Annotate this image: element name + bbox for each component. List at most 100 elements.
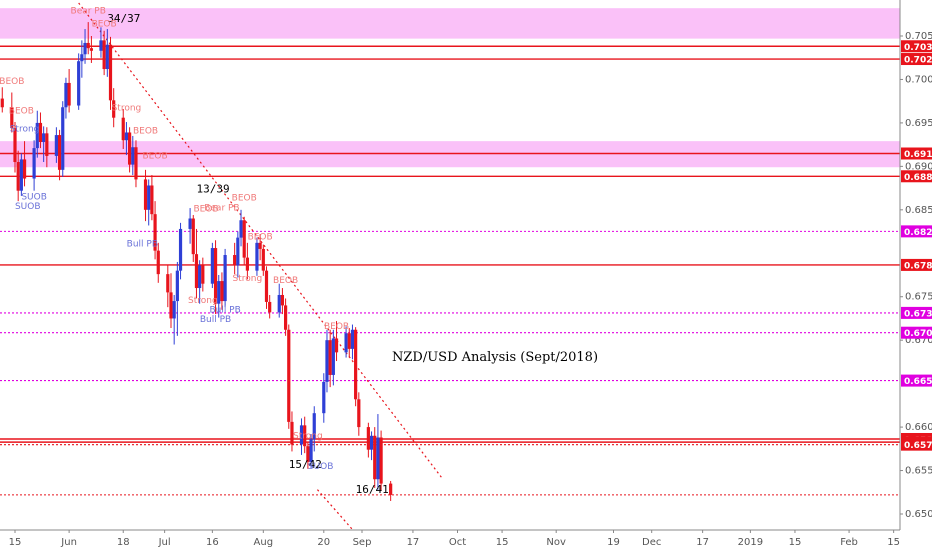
price-level-tag-box: [901, 147, 932, 160]
y-tick-label: 0.68500: [905, 205, 932, 216]
candlesticks: [0, 22, 393, 501]
candle-body: [389, 483, 393, 495]
candle-down: [283, 298, 288, 336]
candle-down: [389, 480, 393, 501]
candle-body: [233, 255, 237, 266]
x-tick-label: 15: [887, 537, 900, 548]
candle-up: [210, 242, 214, 289]
y-tick-label: 0.66000: [905, 422, 932, 433]
candle-down: [379, 430, 383, 491]
x-tick-label: Jun: [60, 537, 77, 548]
candle-down: [245, 242, 249, 280]
x-tick-label: Dec: [642, 537, 661, 548]
candle-up: [188, 208, 192, 244]
price-level-tag: 0.68886: [901, 170, 932, 183]
trend-line: [316, 489, 357, 534]
pattern-label: BEOB: [248, 232, 273, 242]
candle-down: [57, 129, 62, 181]
candle-body: [67, 82, 71, 106]
candle-down: [220, 272, 224, 310]
x-tick-label: 17: [407, 537, 420, 548]
chart-title: NZD/USD Analysis (Sept/2018): [392, 350, 598, 365]
candle-down: [233, 242, 237, 275]
candle-body: [153, 214, 157, 251]
x-tick-label: Feb: [840, 537, 858, 548]
wave-count-label: 16/41: [356, 483, 389, 496]
price-level-tag-box: [901, 374, 932, 387]
y-tick-label: 0.70500: [905, 31, 932, 42]
candle-down: [290, 411, 294, 452]
candle-body: [366, 427, 370, 450]
candle-body: [188, 218, 192, 229]
pattern-label: SUOB: [21, 192, 47, 202]
candle-body: [99, 40, 103, 51]
candle-up: [223, 248, 227, 308]
pattern-label: BEOB: [232, 193, 257, 203]
candle-body: [220, 281, 224, 302]
price-level-tag: 0.70235: [901, 53, 932, 66]
price-level-tag-box: [901, 170, 932, 183]
candle-down: [373, 427, 377, 488]
x-tick-label: 20: [317, 537, 330, 548]
candle-body: [150, 185, 154, 215]
price-level-tag-text: 0.68252: [904, 228, 932, 238]
candle-body: [287, 329, 291, 422]
candle-body: [134, 147, 138, 180]
candle-body: [191, 218, 195, 255]
x-tick-label: 18: [117, 537, 130, 548]
price-level-tag-box: [901, 438, 932, 451]
candle-body: [344, 333, 348, 353]
y-tick-label: 0.67000: [905, 335, 932, 346]
candle-body: [166, 274, 170, 293]
price-level-tag-text: 0.65798: [904, 441, 932, 451]
candle-down: [354, 327, 358, 407]
price-level-tag-box: [901, 40, 932, 53]
candle-down: [357, 392, 361, 436]
candle-up: [376, 414, 380, 490]
candle-body: [213, 248, 218, 304]
candle-down: [45, 127, 49, 168]
candle-body: [223, 255, 227, 302]
y-tick-label: 0.69000: [905, 161, 932, 172]
candle-body: [19, 159, 23, 191]
candle-body: [45, 133, 49, 156]
candle-body: [299, 425, 304, 445]
candle-body: [322, 381, 326, 414]
pattern-label: Strong: [233, 274, 263, 284]
candle-down: [86, 22, 90, 55]
candle-body: [102, 40, 106, 70]
candle-body: [201, 265, 205, 284]
candle-body: [83, 42, 87, 55]
price-level-tag-text: 0.69148: [904, 150, 932, 160]
candle-body: [0, 98, 4, 108]
x-tick-label: 15: [496, 537, 509, 548]
candle-body: [379, 437, 383, 484]
candle-up: [35, 110, 39, 158]
candle-body: [306, 446, 310, 462]
candle-down: [16, 150, 20, 202]
candle-up: [99, 27, 103, 58]
pattern-label: Strong: [112, 104, 142, 114]
candle-body: [277, 294, 281, 313]
candle-up: [54, 127, 58, 163]
pattern-label: Strong: [10, 125, 40, 135]
candle-body: [61, 107, 65, 170]
candle-up: [255, 237, 259, 276]
x-axis: 15 Jun 18 Jul 16 Aug 20 Sep 17 Oct 15 Nov 19 Dec 17 201…: [0, 529, 932, 550]
candle-up: [64, 77, 68, 119]
candle-up: [124, 122, 129, 156]
candle-up: [344, 326, 348, 358]
pattern-label: Bull PB: [200, 315, 231, 325]
x-tick-label: 16: [206, 537, 219, 548]
x-tick-label: 2019: [738, 537, 763, 548]
candle-body: [147, 185, 151, 210]
candle-body: [128, 132, 132, 165]
candle-body: [198, 265, 202, 289]
y-axis: 0.70500 0.70000 0.69500 0.69000 0.68500 0.675…: [899, 0, 932, 550]
candle-body: [350, 329, 355, 349]
candle-down: [169, 273, 173, 329]
price-level-tag-box: [901, 225, 932, 238]
candle-body: [108, 44, 113, 101]
